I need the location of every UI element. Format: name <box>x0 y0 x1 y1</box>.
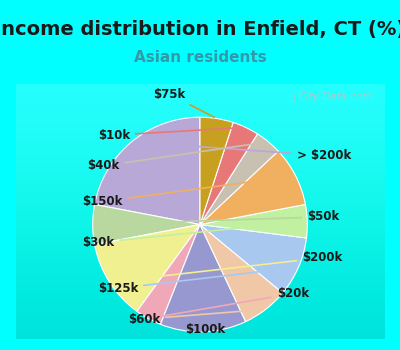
Wedge shape <box>200 122 258 225</box>
Wedge shape <box>200 117 233 225</box>
Text: Income distribution in Enfield, CT (%): Income distribution in Enfield, CT (%) <box>0 20 400 39</box>
Wedge shape <box>200 225 283 322</box>
Text: $200k: $200k <box>112 251 342 282</box>
Wedge shape <box>200 225 306 293</box>
Text: $50k: $50k <box>96 210 340 224</box>
Text: $10k: $10k <box>98 128 243 142</box>
Text: ⓘ City-Data.com: ⓘ City-Data.com <box>289 92 373 102</box>
Text: $30k: $30k <box>82 222 304 249</box>
Wedge shape <box>200 204 307 238</box>
Wedge shape <box>93 204 200 245</box>
Text: $60k: $60k <box>128 309 263 326</box>
Text: $40k: $40k <box>88 142 266 172</box>
Text: > $200k: > $200k <box>134 142 351 162</box>
Wedge shape <box>200 134 278 225</box>
Wedge shape <box>160 225 246 332</box>
Text: $20k: $20k <box>151 287 309 318</box>
Text: $150k: $150k <box>82 176 293 208</box>
Text: $100k: $100k <box>185 323 225 336</box>
Wedge shape <box>137 225 200 324</box>
Text: $75k: $75k <box>153 88 214 117</box>
Wedge shape <box>94 117 200 225</box>
Text: Asian residents: Asian residents <box>134 50 266 65</box>
Wedge shape <box>200 151 306 225</box>
Wedge shape <box>94 225 200 312</box>
Text: $125k: $125k <box>98 267 296 295</box>
